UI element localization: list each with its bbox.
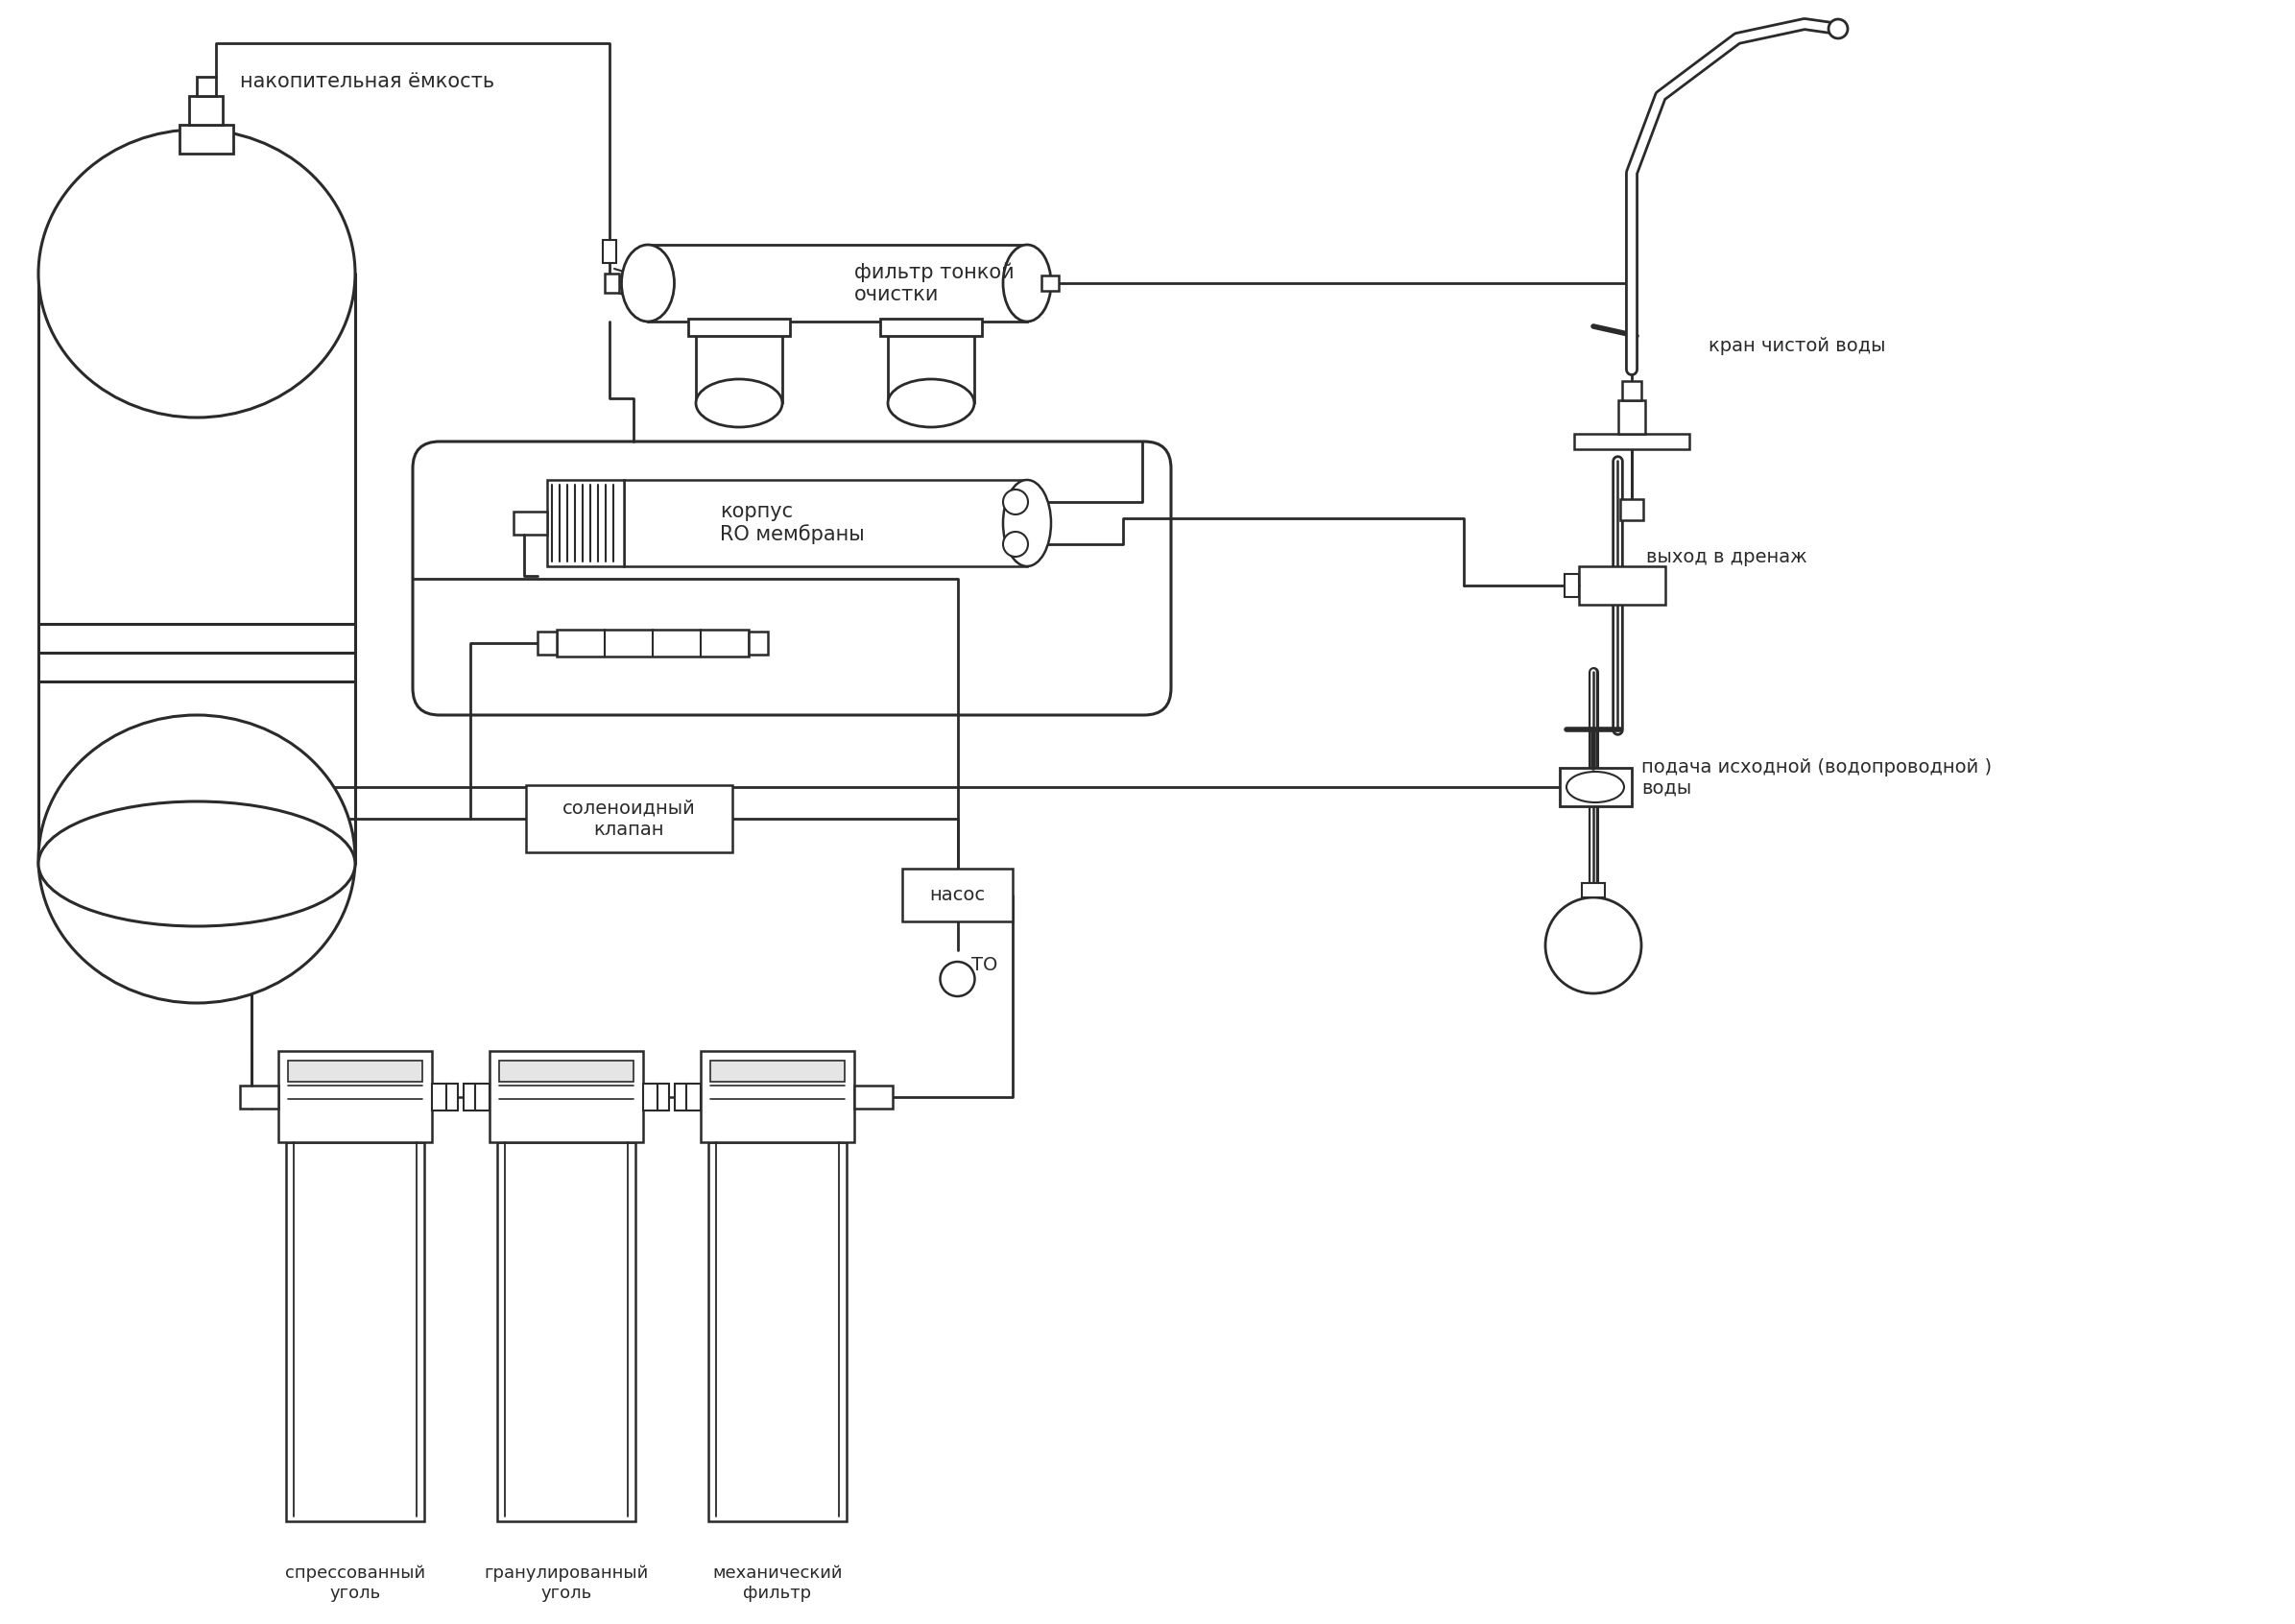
- Ellipse shape: [622, 245, 675, 322]
- Bar: [748, 632, 769, 654]
- Bar: [656, 1083, 670, 1111]
- Bar: [514, 512, 546, 534]
- Bar: [558, 630, 748, 656]
- Bar: [1565, 573, 1579, 598]
- Bar: [709, 1060, 845, 1082]
- Bar: [445, 1083, 457, 1111]
- Bar: [675, 1083, 686, 1111]
- Circle shape: [1003, 489, 1028, 515]
- Text: механический
фильтр: механический фильтр: [711, 1564, 842, 1601]
- Text: кран чистой воды: кран чистой воды: [1707, 336, 1886, 354]
- Bar: [489, 1051, 643, 1142]
- Bar: [537, 632, 558, 654]
- Bar: [902, 869, 1012, 921]
- Text: соленоидный
клапан: соленоидный клапан: [562, 799, 695, 838]
- Bar: [431, 1083, 445, 1111]
- Bar: [854, 1085, 893, 1108]
- FancyBboxPatch shape: [413, 442, 1170, 715]
- Ellipse shape: [1567, 771, 1625, 802]
- Bar: [546, 481, 624, 567]
- Text: выход в дренаж: выход в дренаж: [1646, 547, 1806, 565]
- Circle shape: [1545, 898, 1641, 994]
- Ellipse shape: [1003, 481, 1051, 567]
- Text: подача исходной (водопроводной )
воды: подача исходной (водопроводной ) воды: [1641, 758, 1992, 797]
- Bar: [881, 318, 982, 336]
- Bar: [1620, 499, 1643, 520]
- Bar: [709, 1142, 847, 1522]
- Bar: [197, 76, 216, 96]
- Bar: [498, 1142, 636, 1522]
- Ellipse shape: [695, 378, 783, 427]
- Bar: [688, 318, 789, 336]
- Bar: [188, 96, 223, 125]
- Circle shape: [1829, 19, 1847, 39]
- Bar: [647, 245, 1028, 322]
- Bar: [604, 240, 617, 263]
- Ellipse shape: [39, 715, 356, 1004]
- Circle shape: [941, 961, 975, 996]
- Text: корпус
RO мембраны: корпус RO мембраны: [721, 502, 865, 544]
- Bar: [498, 1060, 633, 1082]
- Bar: [1581, 883, 1604, 898]
- Circle shape: [1003, 531, 1028, 557]
- Bar: [1042, 276, 1058, 291]
- Bar: [1623, 382, 1641, 400]
- Text: спрессованный
уголь: спрессованный уголь: [285, 1564, 425, 1601]
- Bar: [624, 481, 1028, 567]
- Bar: [287, 1060, 422, 1082]
- Text: накопительная ёмкость: накопительная ёмкость: [241, 71, 493, 91]
- Text: гранулированный
уголь: гранулированный уголь: [484, 1564, 649, 1601]
- Bar: [464, 1083, 475, 1111]
- Bar: [241, 1085, 278, 1108]
- Bar: [700, 1051, 854, 1142]
- Ellipse shape: [1003, 245, 1051, 322]
- Bar: [1579, 567, 1666, 604]
- Text: фильтр тонкой
очистки: фильтр тонкой очистки: [854, 261, 1014, 304]
- Bar: [278, 1051, 431, 1142]
- Bar: [1574, 434, 1689, 450]
- Bar: [1561, 768, 1632, 806]
- Bar: [526, 784, 732, 853]
- Bar: [686, 1083, 700, 1111]
- Bar: [604, 273, 620, 292]
- Ellipse shape: [888, 378, 975, 427]
- Text: насос: насос: [929, 887, 985, 905]
- Bar: [643, 1083, 656, 1111]
- Ellipse shape: [39, 801, 356, 926]
- Ellipse shape: [39, 130, 356, 417]
- Bar: [475, 1083, 489, 1111]
- Text: ТО: ТО: [971, 955, 998, 974]
- Bar: [287, 1142, 425, 1522]
- Bar: [1618, 400, 1646, 434]
- Bar: [179, 125, 234, 154]
